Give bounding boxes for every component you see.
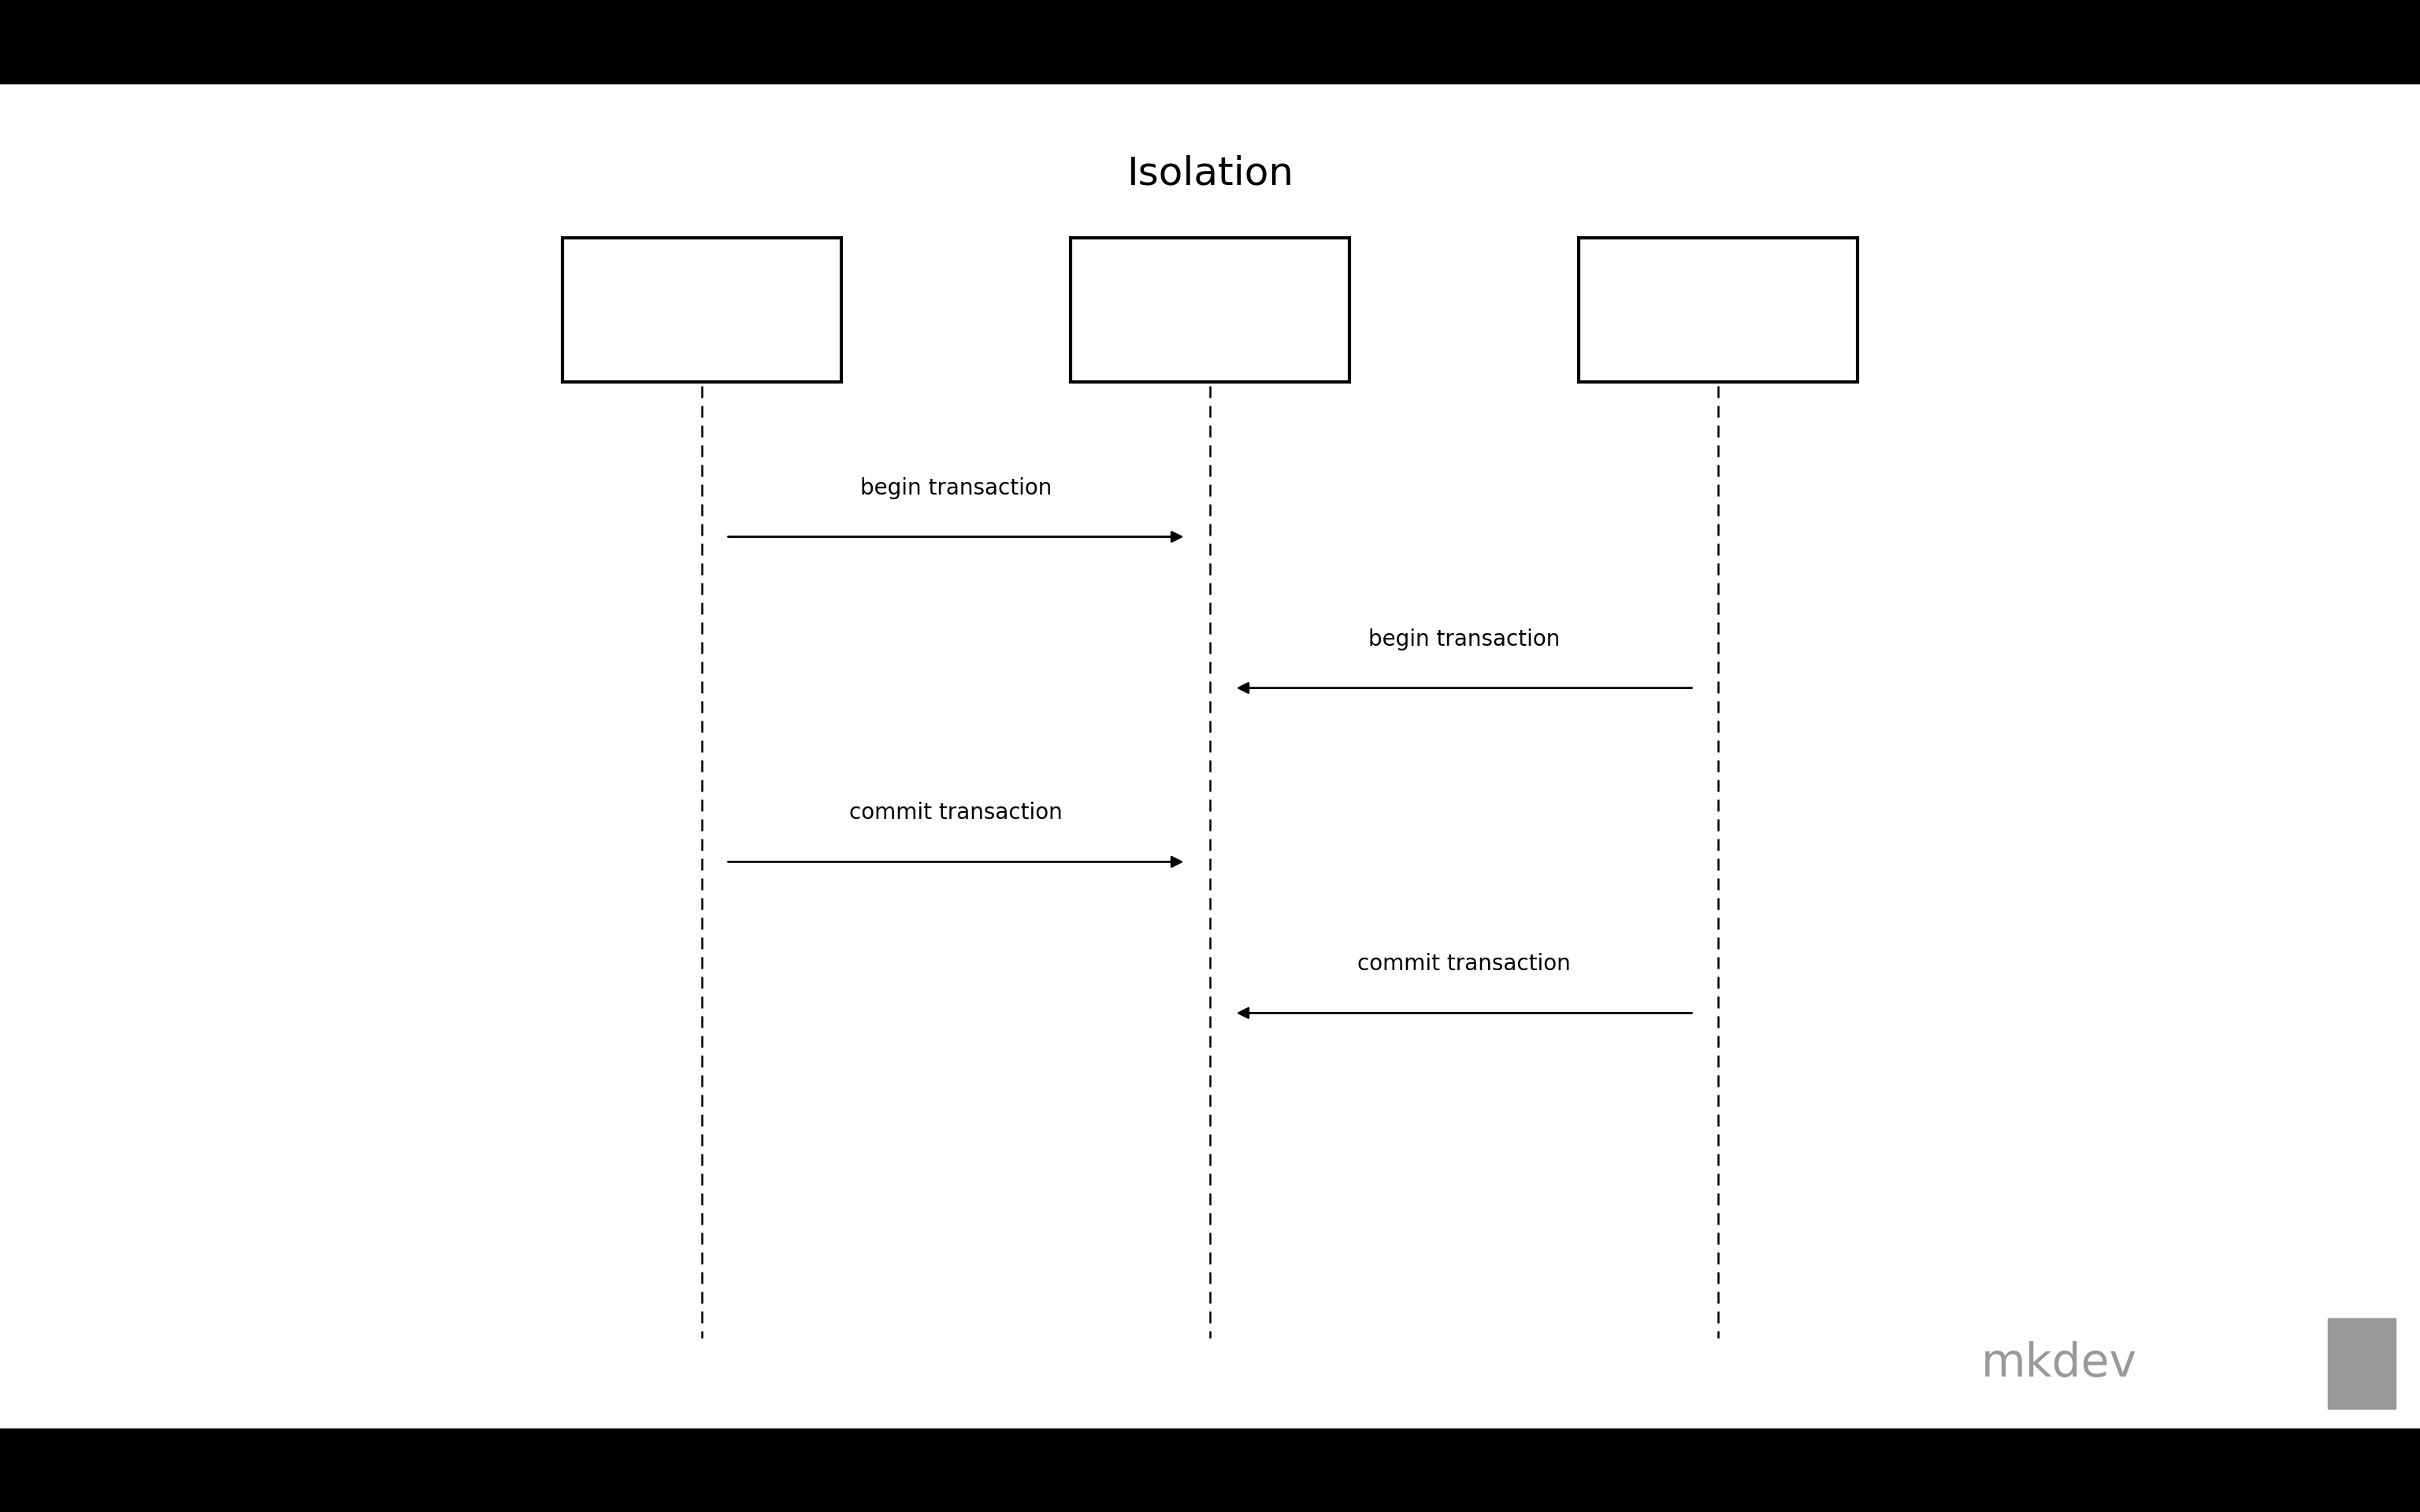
Text: DB: DB xyxy=(1188,296,1232,324)
Text: begin transaction: begin transaction xyxy=(859,476,1053,499)
Bar xyxy=(1578,239,1859,381)
Text: commit transaction: commit transaction xyxy=(1358,953,1571,975)
Text: Isolation: Isolation xyxy=(1125,156,1295,192)
Bar xyxy=(0,0,2420,83)
Text: Txn 1: Txn 1 xyxy=(663,296,741,324)
Text: mkdev: mkdev xyxy=(1982,1341,2137,1387)
Bar xyxy=(1070,239,1350,381)
Text: Txn 2: Txn 2 xyxy=(1679,296,1757,324)
Text: commit transaction: commit transaction xyxy=(849,801,1062,824)
Bar xyxy=(0,1429,2420,1512)
Bar xyxy=(561,239,842,381)
Text: begin transaction: begin transaction xyxy=(1367,627,1561,650)
Bar xyxy=(2328,1318,2396,1409)
